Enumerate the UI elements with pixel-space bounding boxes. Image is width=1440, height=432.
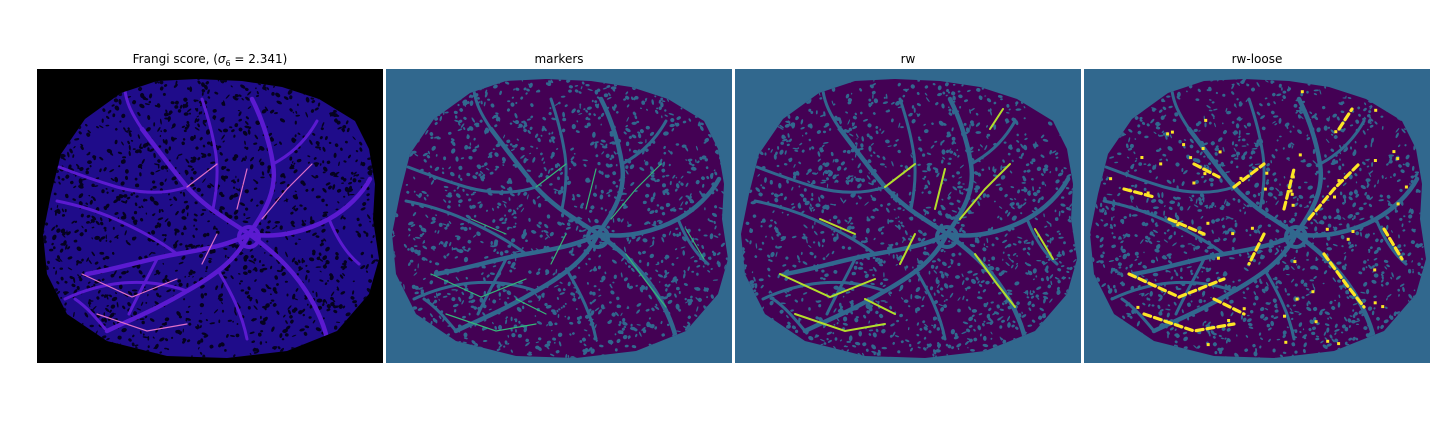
panel-title-rw: rw bbox=[900, 52, 916, 66]
panel-rw-loose: rw-loose bbox=[1084, 50, 1430, 363]
panel-rw: rw bbox=[735, 50, 1081, 363]
panel-title-frangi: Frangi score, (σ6 = 2.341) bbox=[132, 52, 288, 68]
frangi-score-image bbox=[37, 69, 383, 363]
panel-frangi-score: Frangi score, (σ6 = 2.341) bbox=[37, 50, 383, 363]
panel-markers: markers bbox=[386, 50, 732, 363]
panel-title-rw-loose: rw-loose bbox=[1231, 52, 1283, 66]
rw-image bbox=[735, 69, 1081, 363]
markers-image bbox=[386, 69, 732, 363]
rw-loose-image bbox=[1084, 69, 1430, 363]
panel-title-markers: markers bbox=[534, 52, 584, 66]
